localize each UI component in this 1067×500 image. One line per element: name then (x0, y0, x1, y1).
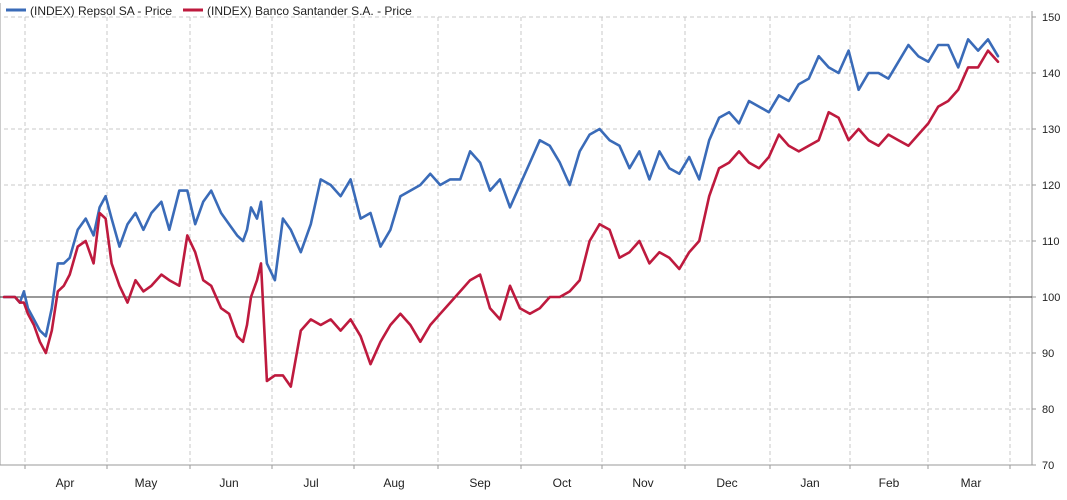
legend-label: (INDEX) Banco Santander S.A. - Price (207, 4, 412, 18)
legend-item-repsol[interactable]: (INDEX) Repsol SA - Price (6, 4, 172, 18)
y-tick-label: 90 (1042, 348, 1054, 360)
y-tick-label: 150 (1042, 12, 1060, 24)
y-tick-label: 110 (1042, 236, 1060, 248)
y-tick-label: 80 (1042, 404, 1054, 416)
y-tick-label: 140 (1042, 68, 1060, 80)
x-tick-label: Apr (56, 476, 75, 490)
series-layer (2, 38, 1000, 388)
y-tick-label: 120 (1042, 180, 1060, 192)
legend-label: (INDEX) Repsol SA - Price (30, 4, 172, 18)
legend-item-santander[interactable]: (INDEX) Banco Santander S.A. - Price (183, 4, 412, 18)
y-tick-label: 100 (1042, 292, 1060, 304)
axis-layer: 70 80 90 100 110 120 130 140 150 Apr May Jun Jul Aug S… (0, 3, 1060, 490)
santander-price-line (2, 49, 1000, 388)
x-tick-label: Jan (800, 476, 819, 490)
x-tick-label: May (135, 476, 158, 490)
y-tick-label: 70 (1042, 460, 1054, 472)
repsol-price-line (2, 38, 1000, 338)
x-tick-label: Aug (383, 476, 404, 490)
x-tick-label: Feb (879, 476, 900, 490)
x-tick-label: Oct (553, 476, 572, 490)
y-tick-label: 130 (1042, 124, 1060, 136)
legend[interactable]: (INDEX) Repsol SA - Price (INDEX) Banco S… (6, 4, 412, 18)
x-tick-label: Jul (303, 476, 318, 490)
x-tick-label: Nov (632, 476, 653, 490)
x-tick-label: Sep (469, 476, 491, 490)
x-tick-label: Jun (219, 476, 238, 490)
x-tick-label: Dec (716, 476, 737, 490)
grid-layer (4, 16, 1032, 465)
x-tick-label: Mar (961, 476, 982, 490)
